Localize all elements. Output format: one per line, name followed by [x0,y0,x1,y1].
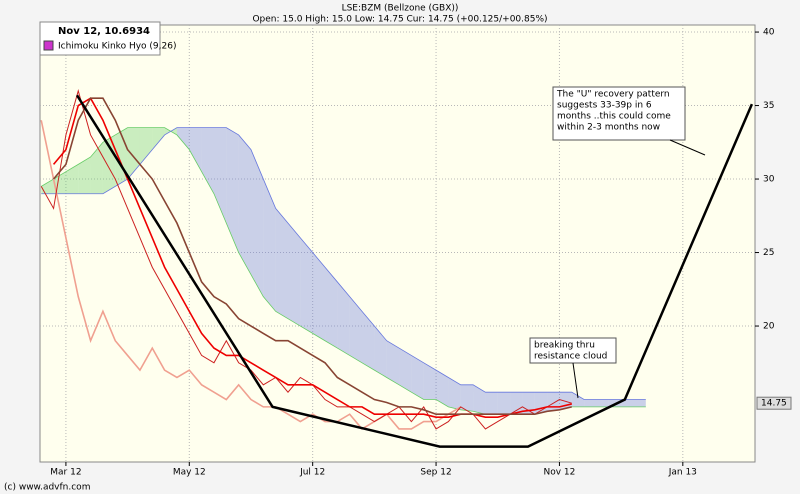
y-tick-label: 25 [763,248,774,258]
annotation-text: The "U" recovery pattern [556,90,670,100]
cloud-segment [201,127,214,194]
x-tick-label: Jan 13 [668,468,697,478]
annotation-text: months ..this could come [557,112,671,122]
cloud-segment [213,127,227,224]
cloud-segment [226,127,239,253]
cloud-segment [436,370,449,407]
cloud-span-b [41,127,646,400]
cloud-segment [287,223,301,327]
price-tag-label: 14.75 [761,399,787,409]
cloud-segment [127,127,140,180]
y-tick-label: 30 [763,175,775,185]
cloud-segment [571,392,585,407]
x-tick-label: Sep 12 [420,468,451,478]
cloud-segment [189,127,202,172]
legend-date: Nov 12, 10.6934 [58,26,150,37]
x-tick-label: Mar 12 [50,468,81,478]
y-tick-label: 20 [763,322,775,332]
cloud-segment [584,399,597,407]
cloud-segment [411,355,424,400]
cloud-segment [139,127,153,165]
annotation-text: breaking thru [534,341,595,351]
cloud-segment [460,384,474,412]
cloud-segment [485,392,498,415]
cloud-segment [337,281,350,356]
cloud-segment [349,296,363,363]
cloud-segment [547,392,560,412]
legend-indicator: Ichimoku Kinko Hyo (9,26) [58,42,176,52]
legend-swatch [43,40,54,51]
y-tick-label: 35 [763,101,774,111]
cloud-segment [275,208,288,319]
y-tick-label: 40 [763,28,775,38]
x-tick-label: May 12 [173,468,206,478]
price-tag [756,396,792,410]
cloud-segment [374,326,387,378]
cloud-segment [41,179,54,194]
x-tick-label: Jul 12 [299,468,325,478]
trend-line [75,94,754,448]
series-line [52,97,572,418]
cloud-segment [263,179,276,312]
note-box [552,86,686,141]
quote-line: Open: 15.0 High: 15.0 Low: 14.75 Cur: 14… [252,15,547,25]
annotation-text: suggests 33-39p in 6 [557,101,652,111]
cloud-segment [497,392,511,415]
symbol-title: LSE:BZM (Bellzone (GBX)) [342,4,459,14]
cloud-segment [312,252,326,341]
cloud-segment [448,377,461,410]
annotation-text: within 2-3 months now [557,123,660,133]
series-line [52,97,572,416]
cloud-segment [65,164,79,194]
cloud-segment [325,267,338,349]
cloud-segment [238,134,251,275]
annotation-text: resistance cloud [534,352,607,362]
cloud-segment [152,127,165,150]
cloud-segment [250,149,264,297]
cloud-segment [386,340,400,385]
note-box [529,337,617,364]
cloud-segment [90,142,103,194]
cloud-segment [399,348,412,393]
x-tick-label: Nov 12 [543,468,575,478]
cloud-segment [473,384,486,415]
cloud-segment [300,237,313,334]
cloud-segment [362,311,375,371]
cloud-segment [633,399,646,407]
series-line [40,120,462,430]
cloud-segment [596,399,609,407]
cloud-segment [78,156,91,194]
cloud-segment [621,399,634,407]
cloud-segment [423,362,437,400]
series-line [40,88,572,430]
legend-box [39,21,161,56]
note-pointer [669,139,706,156]
note-pointer [572,362,579,399]
footer: (c) www.advfn.com [4,483,90,493]
cloud-segment [176,127,190,150]
